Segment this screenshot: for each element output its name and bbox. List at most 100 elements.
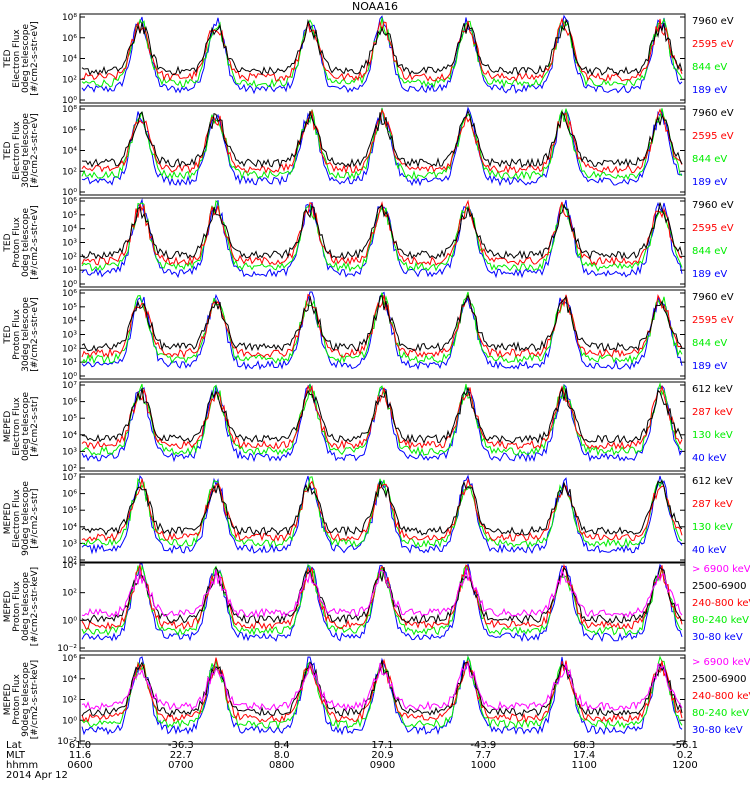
legend-entry: 30-80 keV [692, 632, 743, 643]
xaxis-value: 68.3 [573, 740, 595, 751]
ylabel-line: 30deg telescope [21, 297, 31, 372]
xaxis-value: 22.7 [170, 750, 192, 761]
ylabel-line: MEPED [3, 503, 13, 535]
ylabel-line: 90deg telescope [21, 662, 31, 737]
ylabel-line: [#/cm2-s-str-keV] [30, 567, 40, 646]
ylabel-line: [#/cm2-s-str] [30, 488, 40, 548]
legend-entry: 240-800 keV [692, 691, 750, 702]
xaxis-value: 0800 [269, 760, 294, 771]
series-trace-4 [81, 109, 683, 169]
xaxis-value: 8.4 [274, 740, 290, 751]
series-trace-2 [81, 382, 683, 457]
series-trace-1 [81, 106, 683, 187]
ytick-label: 10¹ [62, 358, 77, 368]
series-trace-4 [81, 18, 683, 76]
ytick-label: 10⁴ [62, 523, 77, 533]
legend-entry: 2500-6900 [692, 581, 747, 592]
legend-entry: 287 keV [692, 499, 733, 510]
legend-entry: > 6900 keV [692, 657, 750, 668]
ytick-label: 10⁵ [62, 303, 77, 313]
ytick-label: 10⁴ [62, 431, 77, 441]
series-trace-1 [81, 474, 683, 555]
ylabel-line: 90deg telescope [21, 481, 31, 556]
series-trace-3 [81, 293, 683, 359]
ytick-label: 10² [62, 464, 77, 474]
series-trace-3 [81, 199, 683, 266]
series-trace-3 [81, 384, 683, 451]
ylabel-line: Proton Flux [12, 674, 22, 725]
legend-entry: 7960 eV [692, 108, 734, 119]
ylabel-line: [#/cm2-s-str-keV] [30, 660, 40, 739]
legend-entry: 844 eV [692, 246, 727, 257]
xaxis-value: 7.7 [475, 750, 491, 761]
legend-entry: 130 keV [692, 522, 733, 533]
xaxis-value: -36.3 [168, 740, 194, 751]
ylabel-line: MEPED [3, 591, 13, 623]
xaxis-value: 8.0 [274, 750, 290, 761]
legend-entry: 844 eV [692, 62, 727, 73]
ytick-label: 10⁴ [62, 147, 77, 157]
ytick-label: 10⁷ [62, 381, 77, 391]
ytick-label: 10² [62, 344, 77, 354]
ytick-label: 10⁴ [62, 561, 77, 571]
legend-entry: > 6900 keV [692, 564, 750, 575]
legend-entry: 40 keV [692, 453, 726, 464]
ylabel-line: 0deg telescope [21, 572, 31, 642]
ylabel-line: Proton Flux [12, 217, 22, 268]
legend-entry: 80-240 keV [692, 708, 749, 719]
ytick-label: 10⁶ [62, 398, 77, 408]
ytick-label: 10³ [62, 539, 77, 549]
series-trace-2 [81, 199, 683, 273]
legend-entry: 40 keV [692, 545, 726, 556]
ylabel-line: Electron Flux [12, 489, 22, 548]
ytick-label: 10² [62, 556, 77, 566]
ytick-label: 10² [62, 696, 77, 706]
ylabel-line: [#/cm2-s-str-eV] [30, 205, 40, 280]
ytick-label: 10⁰ [62, 188, 77, 198]
series-trace-3 [81, 657, 683, 724]
ytick-label: 10⁸ [62, 13, 77, 23]
ylabel-line: 30deg telescope [21, 113, 31, 188]
xaxis-value: 0600 [67, 760, 92, 771]
xaxis-value: 1200 [672, 760, 697, 771]
series-trace-2 [81, 655, 683, 730]
ytick-label: 10³ [62, 447, 77, 457]
ylabel-line: TED [3, 233, 13, 252]
series-trace-1 [81, 198, 683, 279]
ytick-label: 10⁰ [62, 372, 77, 382]
ylabel-line: [#/cm2-s-str-eV] [30, 21, 40, 96]
legend-entry: 844 eV [692, 338, 727, 349]
ytick-label: 10⁶ [62, 126, 77, 136]
ylabel-line: MEPED [3, 684, 13, 716]
ytick-label: 10⁴ [62, 675, 77, 685]
xaxis-value: -56.1 [672, 740, 698, 751]
ytick-label: 10⁻² [57, 644, 77, 654]
ytick-label: 10⁵ [62, 414, 77, 424]
ytick-label: 10² [62, 75, 77, 85]
legend-entry: 7960 eV [692, 16, 734, 27]
panel-frame [79, 381, 686, 472]
ylabel-line: [#/cm2-s-str] [30, 396, 40, 456]
ylabel-line: Electron Flux [12, 397, 22, 456]
xaxis-value: 20.9 [371, 750, 393, 761]
series-trace-5 [81, 662, 683, 712]
xaxis-date: 2014 Apr 12 [6, 770, 68, 781]
xaxis-value: 17.4 [573, 750, 595, 761]
ytick-label: 10⁰ [62, 280, 77, 290]
series-trace-4 [81, 479, 683, 537]
legend-entry: 7960 eV [692, 292, 734, 303]
ytick-label: 10⁶ [62, 654, 77, 664]
ylabel-line: Electron Flux [12, 121, 22, 180]
ytick-label: 10⁰ [62, 96, 77, 106]
series-trace-4 [81, 294, 683, 353]
ytick-label: 10² [62, 589, 77, 599]
legend-entry: 189 eV [692, 269, 727, 280]
ytick-label: 10⁴ [62, 55, 77, 65]
ytick-label: 10² [62, 167, 77, 177]
xaxis-row-label: MLT [6, 750, 26, 761]
legend-entry: 2595 eV [692, 131, 734, 142]
ytick-label: 10¹ [62, 266, 77, 276]
xaxis-value: 0900 [370, 760, 395, 771]
series-trace-4 [81, 566, 683, 625]
